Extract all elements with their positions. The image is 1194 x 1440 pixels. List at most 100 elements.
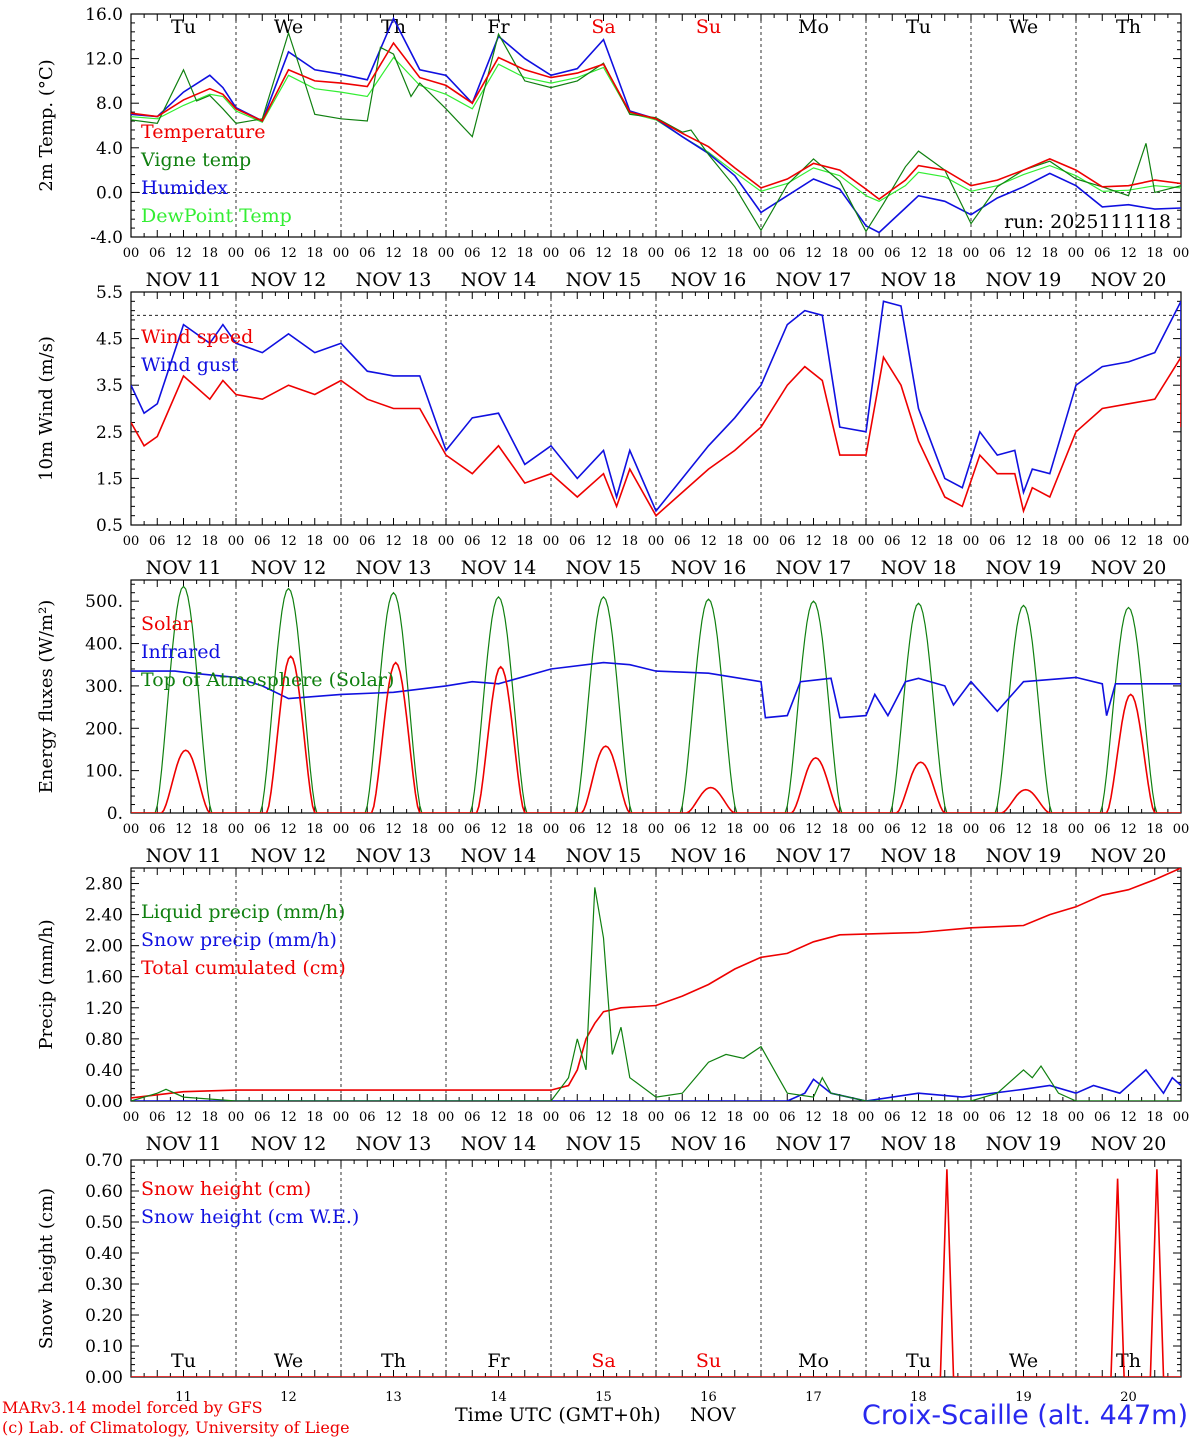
weekday-label: Fr	[487, 16, 510, 38]
x-date-label: NOV 16	[671, 1133, 747, 1155]
x-hour-label: 18	[726, 822, 743, 837]
x-date-label: NOV 14	[461, 845, 537, 867]
x-hour-label: 06	[989, 534, 1006, 549]
x-hour-label: 18	[621, 246, 638, 261]
x-date-label: NOV 18	[881, 557, 957, 579]
x-hour-label: 00	[228, 534, 245, 549]
x-hour-label: 00	[333, 822, 350, 837]
x-hour-label: 12	[595, 246, 612, 261]
legend-entry: Vigne temp	[140, 149, 251, 171]
x-date-label: NOV 15	[566, 1133, 642, 1155]
x-hour-label: 18	[831, 534, 848, 549]
legend-entry: DewPoint Temp	[141, 205, 292, 227]
x-hour-label: 06	[884, 1110, 901, 1125]
x-hour-label: 00	[1068, 246, 1085, 261]
series-line-snow-height-cm-	[131, 1169, 1181, 1377]
y-axis-label: 10m Wind (m/s)	[36, 336, 57, 481]
x-hour-label: 00	[753, 534, 770, 549]
y-axis-label: Snow height (cm)	[36, 1188, 57, 1349]
weekday-label: Tu	[906, 16, 931, 38]
weekday-label: Th	[1116, 1350, 1141, 1372]
x-hour-label: 06	[779, 1110, 796, 1125]
x-hour-label: 12	[1120, 246, 1137, 261]
x-hour-label: 18	[1041, 246, 1058, 261]
x-date-label: NOV 16	[671, 845, 747, 867]
x-hour-label: 06	[149, 1110, 166, 1125]
x-hour-label: 12	[1120, 1110, 1137, 1125]
x-hour-label: 06	[1094, 246, 1111, 261]
x-hour-label: 12	[595, 822, 612, 837]
y-tick-label: 0.40	[85, 1244, 123, 1264]
series-group	[131, 585, 1181, 813]
x-hour-label: 12	[700, 246, 717, 261]
x-hour-label: 18	[726, 534, 743, 549]
x-date-label: NOV 17	[776, 557, 852, 579]
x-hour-label: 06	[464, 534, 481, 549]
y-tick-label: 8.0	[96, 94, 123, 114]
x-date-label: NOV 13	[356, 269, 432, 291]
x-date-label: NOV 19	[986, 269, 1062, 291]
x-hour-label: 06	[884, 246, 901, 261]
x-day-number: 17	[805, 1390, 822, 1405]
x-hour-label: 18	[621, 822, 638, 837]
x-hour-label: 00	[123, 246, 140, 261]
x-hour-label: 00	[648, 1110, 665, 1125]
x-hour-label: 18	[831, 1110, 848, 1125]
weekday-label: Tu	[171, 1350, 196, 1372]
x-date-label: NOV 18	[881, 1133, 957, 1155]
x-hour-label: 00	[333, 1110, 350, 1125]
x-hour-label: 00	[963, 1110, 980, 1125]
x-hour-label: 00	[438, 534, 455, 549]
x-hour-label: 12	[385, 822, 402, 837]
x-hour-label: 06	[254, 822, 271, 837]
x-hour-label: 00	[858, 246, 875, 261]
x-hour-label: 18	[621, 534, 638, 549]
x-hour-label: 12	[805, 534, 822, 549]
x-hour-label: 00	[1173, 822, 1190, 837]
x-hour-label: 18	[306, 246, 323, 261]
x-hour-label: 00	[123, 1110, 140, 1125]
x-hour-label: 18	[726, 246, 743, 261]
legend-entry: Wind gust	[141, 354, 239, 376]
legend-entry: Total cumulated (cm)	[141, 957, 346, 979]
series-line-solar	[131, 655, 1181, 813]
panel-precip: 0.00 0.40 0.80 1.20 1.60 2.00 2.40 2.80 Precip (…	[36, 867, 1190, 1155]
footer-credits: MARv3.14 model forced by GFS (c) Lab. of…	[2, 1398, 350, 1438]
y-tick-label: 0.0	[96, 183, 123, 203]
x-hour-label: 12	[910, 822, 927, 837]
y-tick-label: 4.0	[96, 139, 123, 159]
x-hour-label: 12	[490, 246, 507, 261]
x-hour-label: 18	[306, 822, 323, 837]
x-hour-label: 12	[805, 822, 822, 837]
x-hour-label: 12	[490, 534, 507, 549]
legend-entry: Temperature	[141, 121, 265, 143]
x-day-number: 12	[280, 1390, 297, 1405]
x-hour-label: 06	[149, 822, 166, 837]
x-hour-label: 00	[648, 246, 665, 261]
x-hour-label: 06	[569, 246, 586, 261]
x-hour-label: 00	[1173, 1110, 1190, 1125]
x-date-label: NOV 14	[461, 557, 537, 579]
x-hour-label: 12	[700, 822, 717, 837]
panel-snow: 0.00 0.10 0.20 0.30 0.40 0.50 0.60 0.70 Snow hei…	[36, 1151, 1182, 1405]
x-hour-label: 18	[306, 1110, 323, 1125]
y-tick-label: 16.0	[85, 5, 123, 25]
x-hour-label: 12	[700, 1110, 717, 1125]
y-tick-label: 0.30	[85, 1275, 123, 1295]
weekday-label: Fr	[487, 1350, 510, 1372]
x-hour-label: 00	[858, 534, 875, 549]
x-hour-label: 18	[201, 246, 218, 261]
x-hour-label: 12	[385, 246, 402, 261]
x-date-label: NOV 11	[146, 269, 222, 291]
x-date-label: NOV 12	[251, 845, 327, 867]
x-hour-label: 12	[280, 1110, 297, 1125]
x-hour-label: 00	[963, 246, 980, 261]
x-hour-label: 06	[254, 1110, 271, 1125]
x-hour-label: 12	[490, 1110, 507, 1125]
x-hour-label: 06	[779, 822, 796, 837]
x-hour-label: 12	[385, 534, 402, 549]
x-hour-label: 06	[674, 1110, 691, 1125]
x-hour-label: 06	[464, 1110, 481, 1125]
series-group	[131, 16, 1181, 234]
